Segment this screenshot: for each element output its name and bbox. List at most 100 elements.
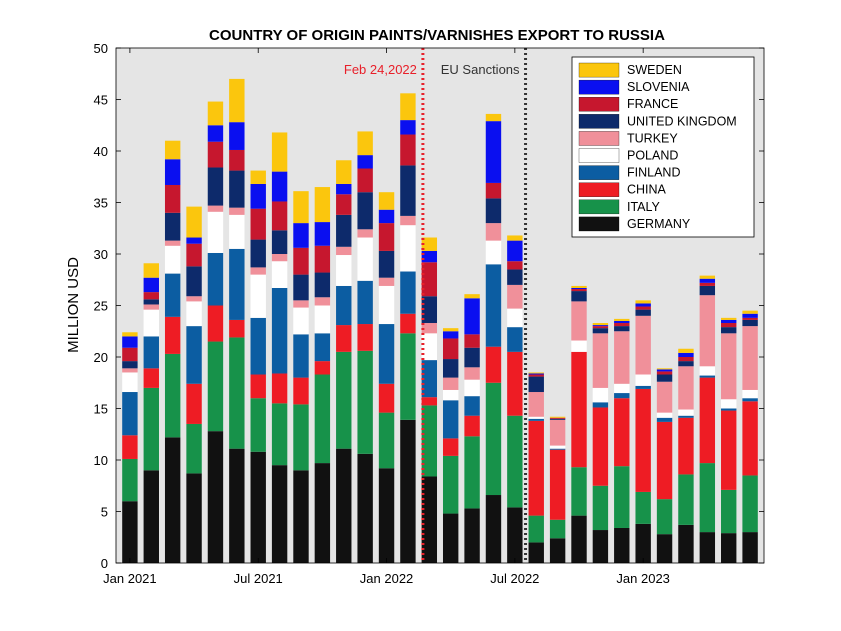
bar-segment-italy [485,382,502,496]
bar-segment-finland [143,336,159,369]
bar-segment-slovenia [207,125,224,142]
bar-segment-china [122,435,138,459]
bar-segment-china [314,361,331,375]
bar-segment-germany [164,437,181,563]
bar-segment-sweden [442,328,459,332]
bar-segment-turkey [571,301,587,341]
bar-segment-finland [721,408,737,411]
bar-segment-united-kingdom [207,167,224,206]
bar-segment-germany [635,523,651,563]
bar-segment-sweden [122,332,138,337]
bar-segment-united-kingdom [571,291,587,302]
bar-segment-italy [186,423,202,474]
bar-segment-slovenia [271,171,288,202]
bar-segment-slovenia [250,183,266,209]
bar-segment-china [592,407,609,486]
bar-segment-china [678,417,694,475]
bar-segment-slovenia [507,240,523,262]
legend-label: FINLAND [627,166,680,180]
bars-layer [122,78,758,563]
bar-segment-france [421,262,438,297]
bar-segment-germany [314,463,331,563]
bar-segment-slovenia [699,278,716,283]
bar-segment-turkey [314,297,331,306]
legend-swatch [578,97,620,112]
bar-segment-poland [186,301,202,327]
legend-label: TURKEY [627,131,678,145]
bar-segment-slovenia [678,352,694,357]
y-tick-label: 40 [94,144,108,159]
bar-segment-turkey [678,366,694,410]
bar-segment-italy [442,455,459,514]
y-axis: 0 5 10 15 20 25 30 35 40 45 50 [94,41,764,571]
bar-segment-united-kingdom [614,326,630,332]
bar-segment-poland [635,374,651,386]
bar-segment-sweden [207,101,224,126]
y-tick-label: 20 [94,350,108,365]
bar-segment-sweden [421,237,438,251]
bar-segment-finland [699,375,716,378]
annotation-label: Feb 24,2022 [344,62,417,77]
bar-segment-france [656,371,673,375]
bar-segment-france [549,417,566,419]
bar-segment-germany [507,507,523,563]
bar-segment-finland [164,273,181,317]
bar-segment-france [357,168,373,193]
bar-segment-united-kingdom [421,296,438,324]
bar-segment-turkey [635,315,651,375]
bar-segment-finland [207,252,224,306]
y-tick-label: 50 [94,41,108,56]
legend-swatch [578,114,620,129]
annotation-lines [421,48,528,563]
legend-label: CHINA [627,183,667,197]
bar-segment-sweden [271,132,288,172]
bar-segment-germany [421,476,438,563]
bar-segment-china [721,410,737,490]
bar-segment-italy [464,436,480,509]
bar-segment-slovenia [421,250,438,263]
bar-segment-sweden [229,78,245,123]
bar-segment-sweden [507,235,523,241]
bar-segment-turkey [528,392,544,417]
bar-segment-italy [293,404,309,471]
bar-segment-germany [571,515,587,563]
bar-segment-china [571,351,587,468]
bar-segment-turkey [293,300,309,308]
bar-segment-sweden [742,310,758,314]
bar-segment-turkey [186,296,202,302]
bar-segment-italy [421,405,438,477]
bar-segment-sweden [656,368,673,370]
bar-segment-poland [699,366,716,376]
bar-segment-france [400,134,416,166]
legend-swatch [578,165,620,180]
bar-segment-finland [742,398,758,402]
bar-segment-finland [421,360,438,398]
bar-segment-turkey [421,323,438,334]
bar-segment-china [442,438,459,456]
bar-segment-france [592,326,609,329]
bar-segment-italy [678,474,694,525]
bar-segment-italy [378,412,395,469]
bar-segment-finland [229,248,245,320]
bar-segment-sweden [592,323,609,326]
bar-segment-turkey [378,277,395,286]
bar-segment-china [186,383,202,424]
bar-segment-germany [293,470,309,563]
bar-segment-germany [271,465,288,563]
bar-segment-united-kingdom [656,374,673,382]
bar-segment-united-kingdom [549,418,566,420]
bar-segment-sweden [400,93,416,121]
bar-segment-germany [464,508,480,563]
bar-segment-poland [592,387,609,403]
bar-segment-germany [485,495,502,563]
x-tick-label: Jan 2022 [360,571,414,586]
bar-segment-italy [229,337,245,449]
bar-segment-slovenia [635,303,651,307]
bar-segment-china [635,388,651,492]
bar-segment-poland [336,255,352,286]
bar-segment-turkey [614,331,630,384]
bar-segment-slovenia [442,331,459,339]
bar-segment-china [507,351,523,416]
bar-segment-poland [742,389,758,399]
bar-segment-finland [442,400,459,439]
